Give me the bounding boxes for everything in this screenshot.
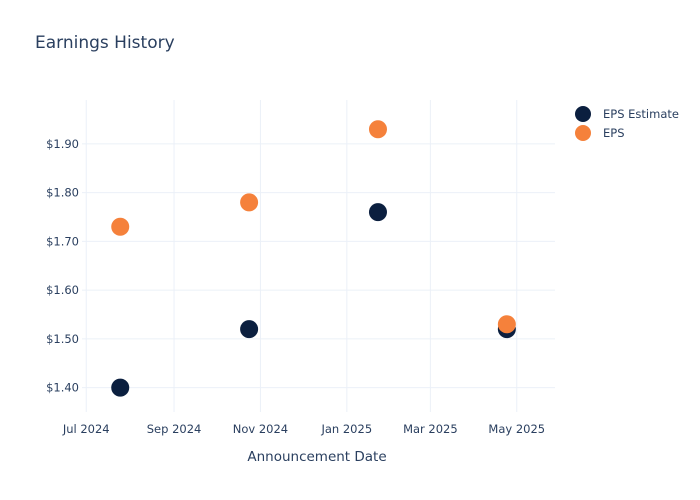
data-point[interactable] [368,203,387,222]
data-point[interactable] [111,378,130,397]
legend-label: EPS [603,126,625,140]
data-point[interactable] [240,320,259,339]
series-1 [111,120,516,334]
y-tick-label: $1.60 [46,283,79,297]
data-point[interactable] [368,120,387,139]
x-tick-label: Mar 2025 [403,422,458,436]
x-tick-label: Jul 2024 [62,422,110,436]
legend-marker [575,106,591,122]
series-0 [111,203,516,397]
y-tick-label: $1.90 [46,137,79,151]
data-point[interactable] [111,217,130,236]
legend-item[interactable]: EPS [575,125,625,141]
data-points [111,120,516,397]
y-tick-label: $1.40 [46,381,79,395]
x-axis-title: Announcement Date [247,449,386,465]
legend: EPS Estimate EPS [575,106,679,141]
chart-title: Earnings History [35,33,175,53]
x-tick-label: Nov 2024 [233,422,288,436]
y-tick-label: $1.70 [46,234,79,248]
data-point[interactable] [497,315,516,334]
y-axis-ticks: $1.40 $1.50 $1.60 $1.70 $1.80 $1.90 [46,137,79,395]
legend-label: EPS Estimate [603,107,679,121]
grid-lines [82,100,555,412]
legend-marker [575,125,591,141]
x-tick-label: Sep 2024 [147,422,202,436]
data-point[interactable] [240,193,259,212]
y-tick-label: $1.80 [46,186,79,200]
x-tick-label: Jan 2025 [320,422,372,436]
legend-item[interactable]: EPS Estimate [575,106,679,122]
y-tick-label: $1.50 [46,332,79,346]
x-tick-label: May 2025 [488,422,545,436]
x-axis-ticks: Jul 2024 Sep 2024 Nov 2024 Jan 2025 Mar 2025… [62,422,545,436]
